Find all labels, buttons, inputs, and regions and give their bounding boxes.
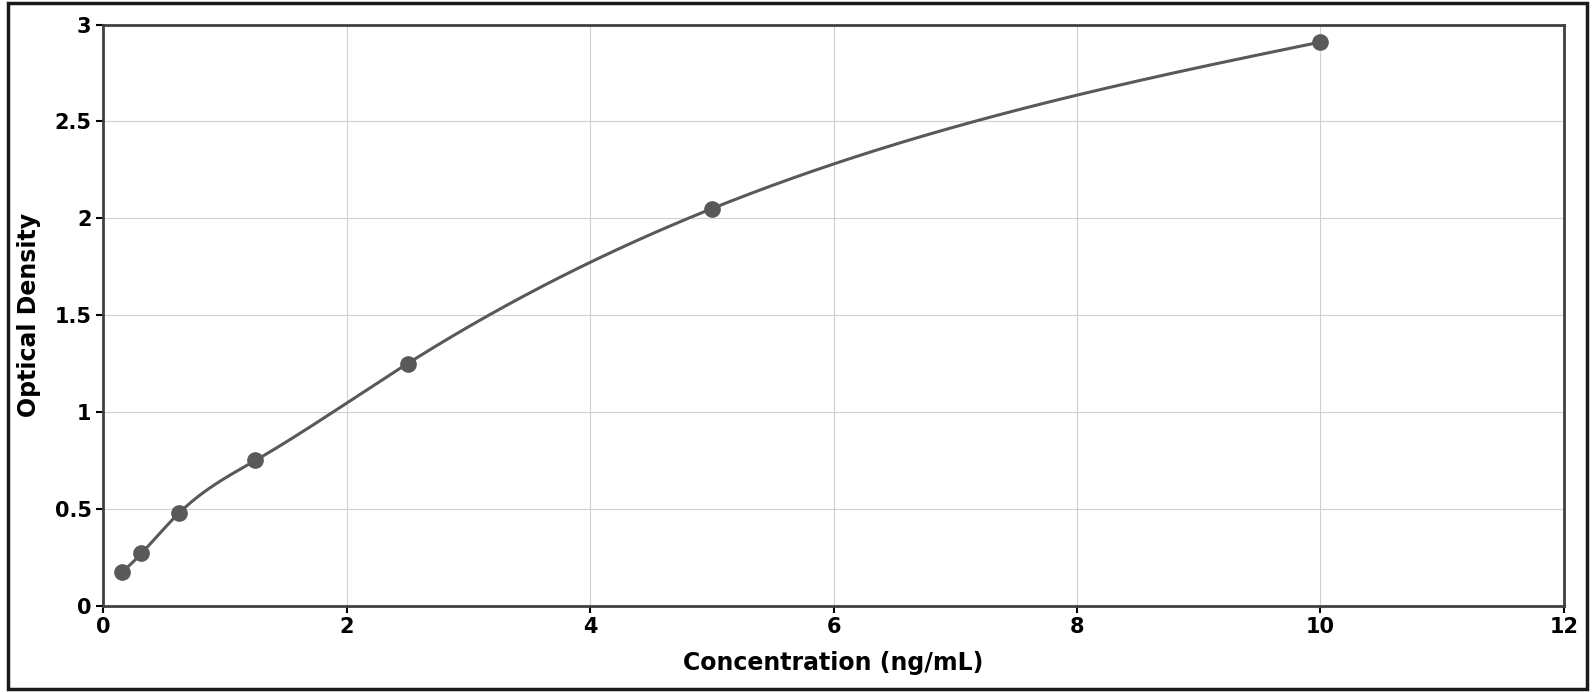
Point (1308, 37, 1333, 48)
Point (166, 507, 191, 518)
Point (242, 455, 268, 466)
Point (396, 358, 421, 369)
Y-axis label: Optical Density: Optical Density (16, 213, 40, 417)
X-axis label: Concentration (ng/mL): Concentration (ng/mL) (683, 651, 984, 675)
Point (699, 203, 724, 215)
Point (129, 548, 155, 559)
Point (110, 566, 136, 577)
